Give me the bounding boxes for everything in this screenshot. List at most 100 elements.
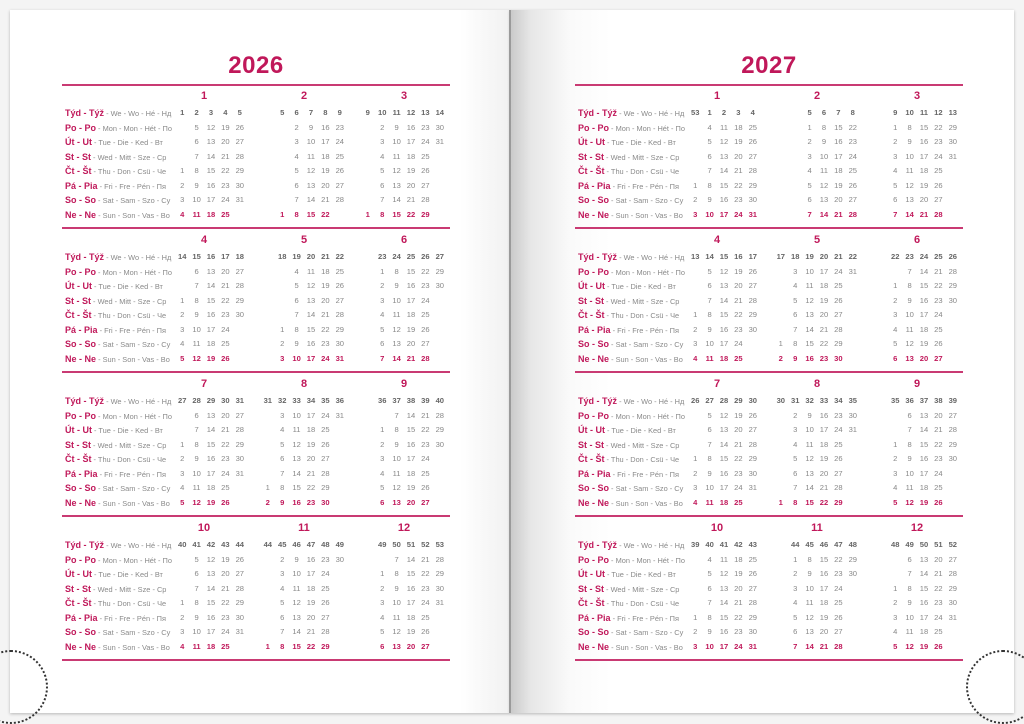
day: 17 (206, 468, 216, 478)
row-label-main: Ne - Ne (578, 353, 610, 364)
day: 30 (435, 122, 445, 132)
day: 6 (793, 627, 798, 636)
day: 3 (280, 410, 285, 420)
day: 10 (392, 598, 401, 607)
week-number: 1 (707, 108, 712, 117)
day: 2 (807, 137, 812, 146)
day: 18 (306, 425, 316, 434)
day: 8 (821, 122, 827, 132)
week-number: 45 (805, 540, 814, 549)
day: 25 (335, 151, 345, 161)
day: 28 (321, 468, 330, 478)
week-number: 1 (180, 108, 185, 117)
year-title: 2026 (228, 52, 284, 79)
day: 4 (380, 612, 385, 622)
day: 15 (719, 612, 729, 622)
week-number: 19 (292, 252, 301, 261)
week-number: 6 (821, 108, 827, 117)
day: 1 (380, 425, 385, 434)
sunday-day: 9 (793, 353, 798, 363)
day: 17 (306, 569, 316, 578)
day: 23 (321, 339, 330, 348)
day: 30 (948, 295, 958, 305)
week-number: 32 (805, 396, 814, 405)
day: 23 (421, 122, 430, 132)
day: 21 (306, 627, 316, 636)
day: 24 (834, 583, 843, 593)
sunday-day: 1 (265, 641, 270, 651)
day: 23 (221, 310, 230, 319)
month-number: 2 (813, 90, 821, 102)
week-number: 8 (850, 108, 855, 117)
day: 11 (905, 324, 914, 334)
day: 23 (734, 324, 743, 334)
week-number: 53 (690, 108, 700, 117)
day: 1 (693, 310, 698, 319)
sunday-day: 8 (380, 209, 385, 219)
day: 22 (221, 166, 230, 175)
day: 15 (206, 295, 216, 305)
row-label-rest: - Sat - Sam - Szo - Су (96, 628, 171, 637)
day: 1 (693, 180, 698, 190)
week-number: 16 (734, 252, 743, 261)
day: 13 (392, 339, 401, 348)
week-number: 10 (377, 108, 387, 117)
day: 23 (421, 439, 430, 449)
day: 5 (194, 122, 199, 132)
day: 25 (934, 166, 943, 175)
day: 8 (907, 583, 912, 593)
day: 18 (734, 554, 743, 564)
week-number: 24 (919, 252, 929, 261)
divider (575, 227, 963, 229)
day: 11 (292, 425, 301, 434)
day: 20 (734, 151, 743, 161)
sunday-day: 14 (805, 641, 814, 651)
day: 15 (819, 554, 829, 564)
row-label: Pá - Pia - Fri - Fre - Pén - Пя (578, 469, 679, 480)
day: 6 (280, 454, 285, 463)
week-number: 18 (790, 252, 800, 261)
day: 8 (280, 483, 285, 492)
row-label: St - St - Wed - Mitt - Sze - Ср (65, 152, 166, 163)
row-label-rest: - We - Wo - Hé - Нд (617, 397, 685, 406)
day: 29 (235, 598, 245, 607)
quarter-block: Týd - Týž - We - Wo - Hé - Нд Po - Po - M… (62, 232, 450, 376)
sunday-day: 22 (321, 209, 330, 219)
day: 9 (294, 554, 299, 564)
day: 16 (406, 439, 416, 449)
day: 9 (308, 122, 314, 132)
day: 19 (321, 281, 330, 290)
week-number: 24 (392, 252, 401, 261)
day: 2 (380, 122, 385, 132)
row-label-rest: - Tue - Die - Ked - Вт (605, 138, 676, 147)
day: 17 (306, 410, 316, 420)
day: 25 (221, 339, 230, 348)
day: 23 (934, 598, 943, 607)
day: 19 (406, 324, 416, 334)
day: 29 (235, 295, 245, 305)
week-number: 35 (848, 396, 858, 405)
week-number: 14 (435, 108, 445, 117)
row-label-main: Týd - Týž (578, 252, 618, 262)
month-number: 9 (913, 378, 921, 390)
day: 7 (194, 583, 199, 593)
day: 19 (221, 554, 230, 564)
day: 18 (919, 166, 929, 175)
sunday-day: 22 (819, 497, 829, 507)
day: 11 (720, 122, 728, 132)
day: 28 (748, 439, 758, 449)
day: 6 (194, 410, 199, 420)
day: 10 (292, 410, 301, 420)
row-label: Út - Ut - Tue - Die - Ked - Вт (65, 569, 163, 580)
day: 28 (948, 569, 958, 578)
day: 10 (805, 583, 814, 593)
row-label-main: Ne - Ne (65, 641, 97, 652)
day: 31 (235, 195, 245, 204)
day: 19 (819, 295, 829, 305)
day: 26 (748, 266, 758, 276)
day: 12 (719, 137, 729, 146)
day: 30 (335, 339, 345, 348)
day: 28 (748, 295, 758, 305)
day: 14 (919, 266, 929, 276)
day: 30 (748, 195, 758, 204)
